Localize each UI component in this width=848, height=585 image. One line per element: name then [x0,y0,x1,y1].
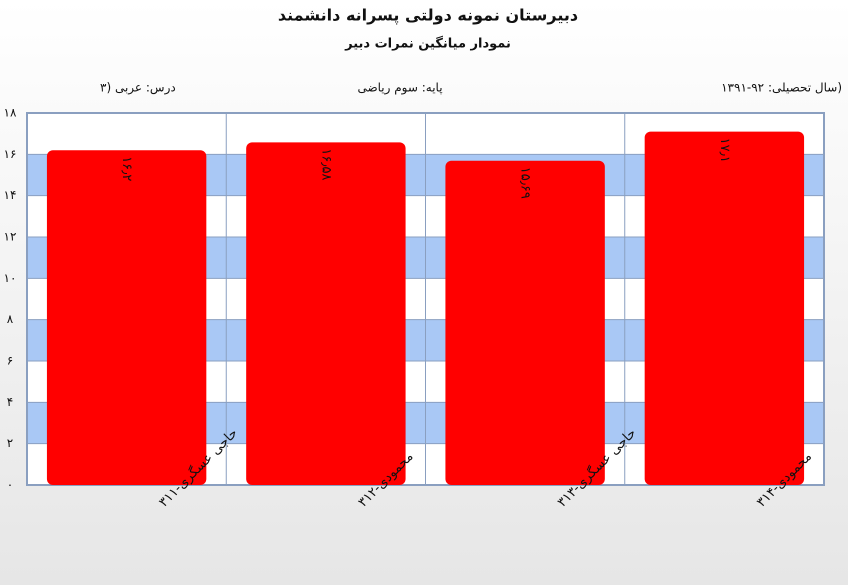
y-tick-label: ۰ [7,478,13,492]
y-tick-label: ۱۲ [4,230,17,244]
value-label: ۱۶٫۲ [119,156,134,181]
bar [445,160,605,486]
y-tick-label: ۶ [7,354,13,368]
y-tick-label: ۱۶ [4,147,17,161]
chart-title: دبیرستان نمونه دولتی پسرانه دانشمند [278,6,578,26]
y-tick-label: ۱۰ [4,271,17,285]
header-left: درس: عربی (۳ [100,81,176,96]
y-tick-label: ۱۸ [4,106,17,120]
plot-border [26,112,825,486]
y-tick-label: ۴ [7,395,13,409]
value-label: ۱۶٫۵۸ [318,148,333,180]
y-tick-label: ۲ [7,436,13,450]
header-right: (سال تحصیلی: ۹۲-۱۳۹۱ [721,81,842,95]
y-tick-label: ۱۴ [4,188,17,202]
header-center: پایه: سوم ریاضی [357,81,442,96]
bar [644,131,805,485]
value-label: ۱۷٫۱ [717,138,732,163]
value-label: ۱۵٫۶۹ [518,167,533,199]
bar [246,142,406,485]
chart-subtitle: نمودار میانگین نمرات دبیر [344,36,511,52]
bar [46,150,207,485]
y-tick-label: ۸ [7,312,14,326]
